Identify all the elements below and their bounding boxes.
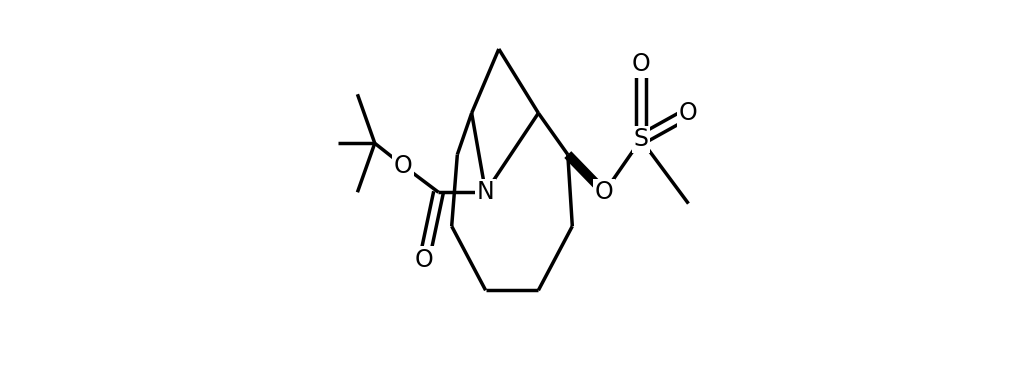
Text: O: O (679, 101, 697, 125)
Text: O: O (394, 154, 413, 178)
Text: O: O (595, 180, 613, 204)
Text: O: O (415, 248, 433, 272)
Text: N: N (477, 180, 495, 204)
Text: O: O (632, 52, 650, 76)
Text: S: S (634, 127, 648, 152)
